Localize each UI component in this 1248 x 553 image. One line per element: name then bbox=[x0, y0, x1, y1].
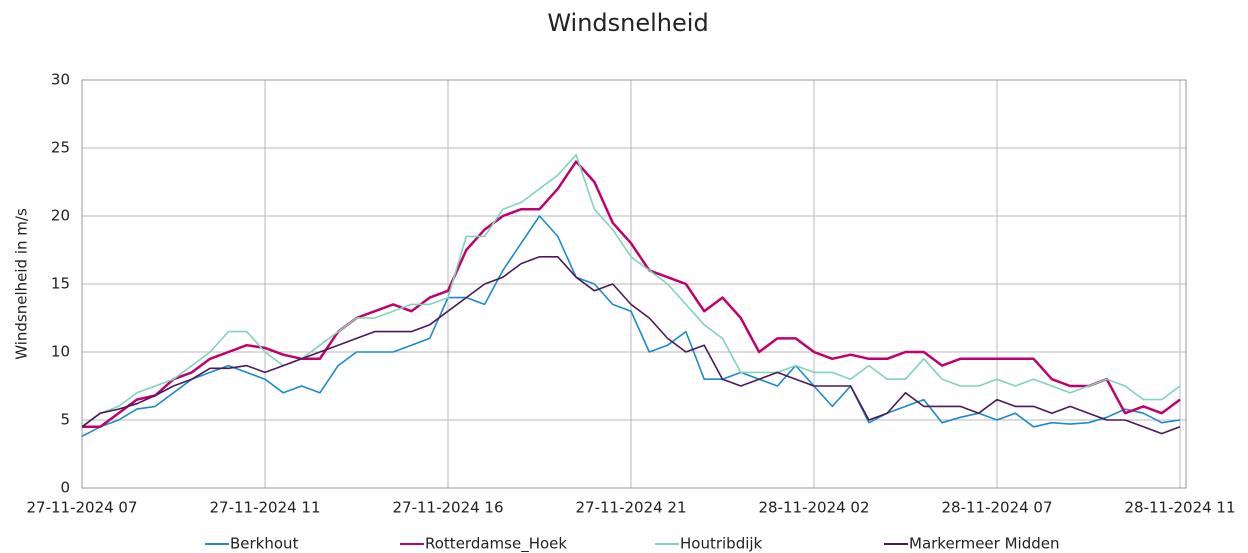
series-line bbox=[81, 256, 1181, 435]
y-tick-label: 30 bbox=[51, 71, 70, 89]
legend-label: Rotterdamse_Hoek bbox=[425, 535, 567, 553]
x-tick-label: 28-11-2024 02 bbox=[758, 499, 869, 517]
y-tick-label: 5 bbox=[60, 411, 70, 429]
y-tick-label: 25 bbox=[51, 139, 70, 157]
x-tick-label: 27-11-2024 07 bbox=[26, 499, 137, 517]
legend-label: Houtribdijk bbox=[680, 535, 763, 553]
x-tick-label: 27-11-2024 11 bbox=[209, 499, 320, 517]
y-axis-label: Windsnelheid in m/s bbox=[13, 208, 31, 360]
plot-frame bbox=[81, 79, 1187, 489]
x-tick-label: 28-11-2024 07 bbox=[941, 499, 1052, 517]
y-tick-label: 0 bbox=[60, 479, 70, 497]
series-line bbox=[81, 154, 1181, 428]
legend-label: Markermeer Midden bbox=[909, 535, 1059, 553]
x-tick-label: 27-11-2024 16 bbox=[392, 499, 503, 517]
x-tick-label: 28-11-2024 11 bbox=[1124, 499, 1235, 517]
y-tick-label: 10 bbox=[51, 343, 70, 361]
series-line bbox=[82, 160, 1181, 429]
series-line bbox=[81, 215, 1181, 438]
chart-title: Windsnelheid bbox=[547, 9, 708, 37]
x-tick-label: 27-11-2024 21 bbox=[575, 499, 686, 517]
legend-label: Berkhout bbox=[230, 535, 299, 553]
y-tick-label: 15 bbox=[51, 275, 70, 293]
y-tick-label: 20 bbox=[51, 207, 70, 225]
